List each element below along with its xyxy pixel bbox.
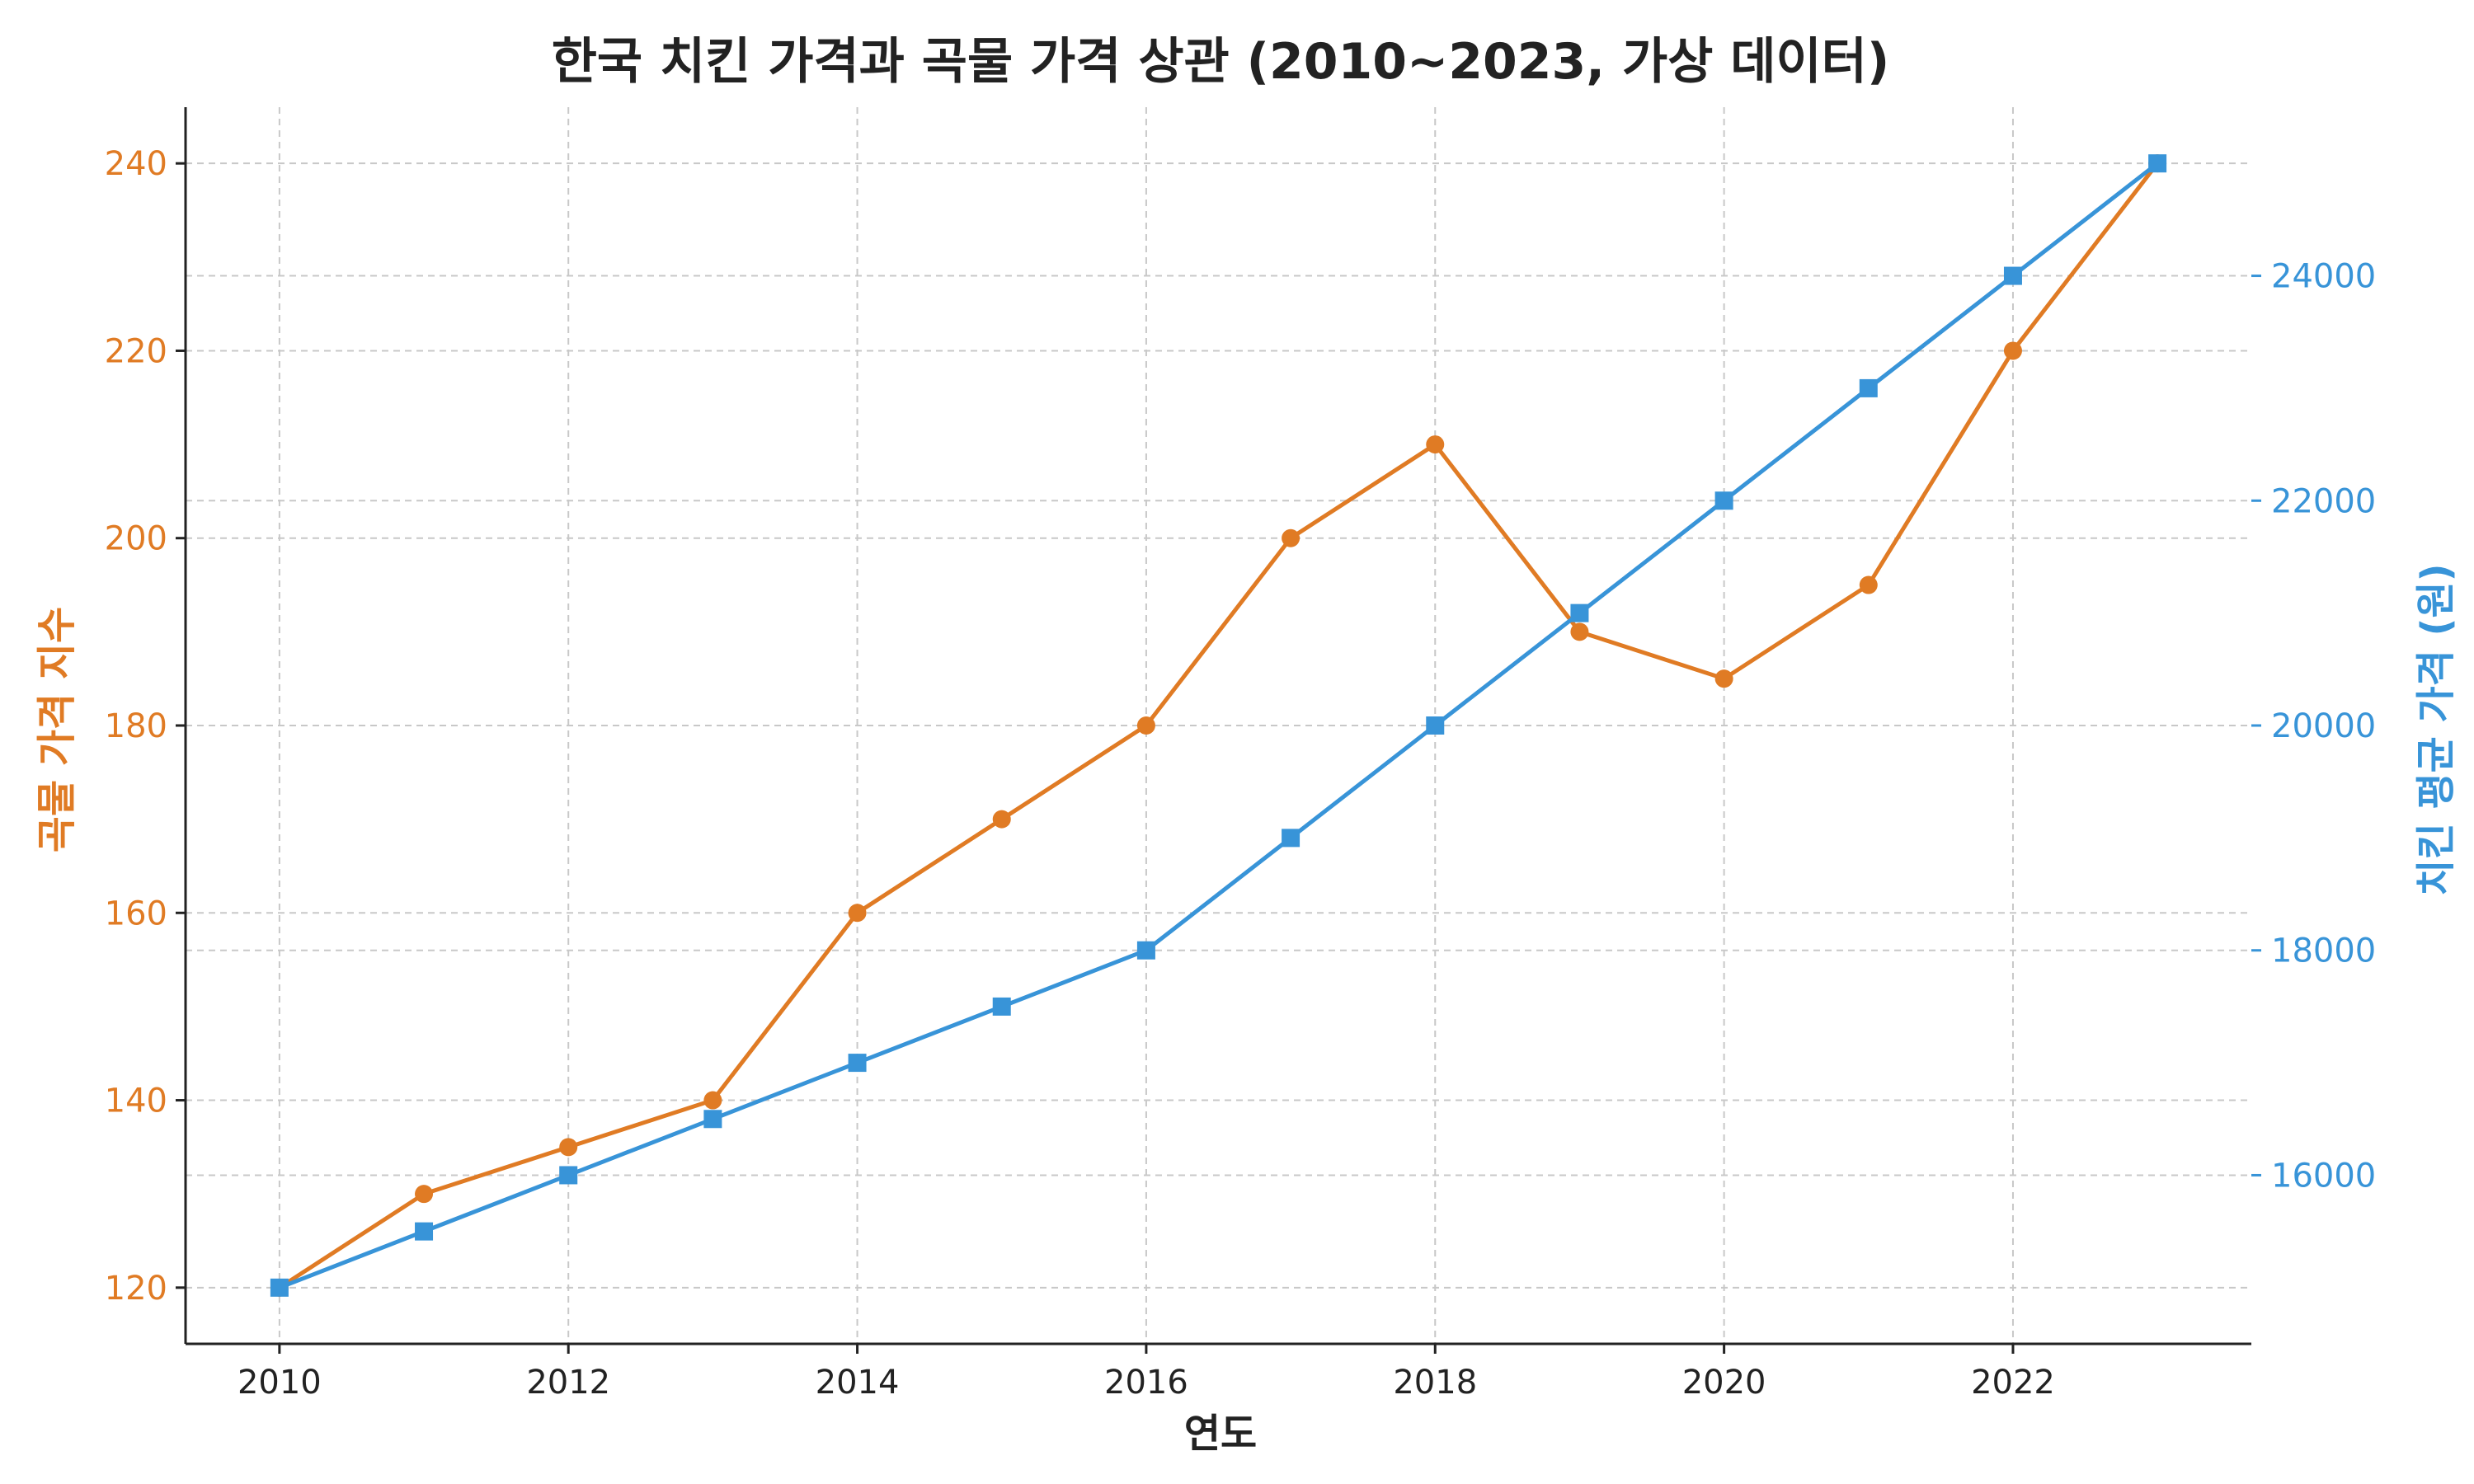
x-tick-label: 2020 bbox=[1682, 1364, 1766, 1402]
y-right-tick-label: 22000 bbox=[2271, 482, 2376, 520]
data-point-square bbox=[1136, 941, 1155, 960]
data-point-square bbox=[1282, 829, 1300, 848]
data-point-square bbox=[270, 1278, 289, 1297]
y-right-tick-label: 24000 bbox=[2271, 258, 2376, 296]
data-point-square bbox=[1570, 603, 1589, 622]
y-right-tick-label: 16000 bbox=[2271, 1157, 2376, 1195]
data-point-square bbox=[2003, 266, 2022, 285]
data-point-square bbox=[559, 1166, 578, 1185]
x-axis-title: 연도 bbox=[1184, 1411, 1257, 1457]
data-point-square bbox=[2148, 154, 2167, 173]
series-line-2 bbox=[278, 162, 2159, 1290]
grid bbox=[186, 107, 2251, 1344]
x-tick-label: 2022 bbox=[1971, 1364, 2055, 1402]
axis-ticks: 2010 2012 2014 2016 2018 2020 2022 120 140 160 180… bbox=[105, 145, 2377, 1402]
data-point-circle bbox=[1714, 669, 1733, 688]
x-tick-label: 2010 bbox=[238, 1364, 322, 1402]
x-tick-label: 2016 bbox=[1104, 1364, 1188, 1402]
plot-area bbox=[270, 154, 2167, 1297]
data-point-circle bbox=[1136, 716, 1155, 735]
y-left-tick-label: 160 bbox=[105, 895, 167, 932]
y-left-tick-label: 180 bbox=[105, 707, 167, 745]
y-left-tick-label: 120 bbox=[105, 1270, 167, 1308]
y-right-tick-label: 18000 bbox=[2271, 932, 2376, 970]
data-point-circle bbox=[415, 1185, 434, 1204]
data-point-circle bbox=[1282, 528, 1300, 547]
y-left-tick-label: 140 bbox=[105, 1082, 167, 1120]
data-point-square bbox=[1859, 378, 1878, 397]
data-point-circle bbox=[848, 904, 867, 923]
x-tick-label: 2014 bbox=[816, 1364, 900, 1402]
data-point-square bbox=[703, 1110, 722, 1129]
data-point-circle bbox=[1426, 435, 1445, 454]
y-left-tick-label: 200 bbox=[105, 520, 167, 558]
data-point-circle bbox=[703, 1091, 722, 1110]
y-right-tick-label: 20000 bbox=[2271, 707, 2376, 745]
data-point-circle bbox=[2003, 341, 2022, 360]
data-point-square bbox=[848, 1054, 867, 1073]
data-point-square bbox=[992, 997, 1011, 1016]
data-point-square bbox=[1426, 716, 1445, 735]
y-axis-left-title: 곡물 가격 지수 bbox=[34, 607, 80, 852]
data-point-square bbox=[1714, 491, 1733, 510]
data-point-circle bbox=[559, 1138, 578, 1157]
y-left-tick-label: 220 bbox=[105, 332, 167, 370]
data-point-circle bbox=[1570, 622, 1589, 641]
x-tick-label: 2018 bbox=[1393, 1364, 1477, 1402]
data-point-circle bbox=[1859, 575, 1878, 594]
y-left-tick-label: 240 bbox=[105, 145, 167, 183]
y-axis-right-title: 치킨 평균 가격 (원) bbox=[2413, 563, 2459, 895]
data-point-square bbox=[415, 1222, 434, 1241]
data-point-circle bbox=[992, 810, 1011, 829]
chart-title: 한국 치킨 가격과 곡물 가격 상관 (2010~2023, 가상 데이터) bbox=[552, 33, 1890, 91]
x-tick-label: 2012 bbox=[526, 1364, 610, 1402]
series-line-1 bbox=[278, 162, 2160, 1289]
